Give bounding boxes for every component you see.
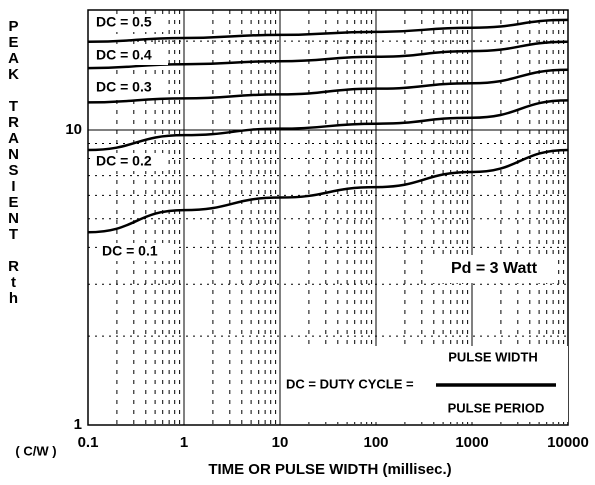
x-tick-label: 100	[363, 434, 388, 451]
x-tick-label: 10000	[547, 434, 589, 451]
series-label: DC = 0.5	[96, 14, 152, 30]
x-tick-label: 0.1	[78, 434, 99, 451]
series-label: DC = 0.1	[102, 243, 158, 259]
plot-frame	[87, 9, 569, 426]
annot-bg	[432, 255, 554, 283]
y-tick-label: 1	[74, 416, 82, 433]
series-line	[87, 18, 569, 44]
label-bg	[94, 47, 168, 65]
series-line	[87, 99, 569, 152]
y-unit: ( C/W )	[15, 443, 56, 458]
series-label: DC = 0.4	[96, 47, 152, 63]
y-tick-label: 10	[65, 121, 82, 138]
series-label: DC = 0.2	[96, 153, 152, 169]
label-bg	[100, 243, 174, 261]
y-axis-label: PEAK TRANSIENT Rth	[5, 18, 22, 306]
series-line	[87, 148, 569, 234]
annotation: PULSE WIDTH	[448, 349, 538, 364]
x-tick-label: 1000	[455, 434, 488, 451]
annotation: Pd = 3 Watt	[451, 260, 538, 277]
x-tick-label: 10	[272, 434, 289, 451]
annotation: DC = DUTY CYCLE =	[286, 376, 414, 391]
x-axis-label: TIME OR PULSE WIDTH (millisec.)	[208, 461, 451, 478]
series-label: DC = 0.3	[96, 79, 152, 95]
series-line	[87, 40, 569, 70]
series-line	[87, 68, 569, 104]
label-bg	[94, 153, 168, 171]
annotation: PULSE PERIOD	[448, 400, 545, 415]
label-bg	[94, 79, 168, 97]
label-bg	[94, 14, 168, 32]
x-tick-label: 1	[180, 434, 188, 451]
